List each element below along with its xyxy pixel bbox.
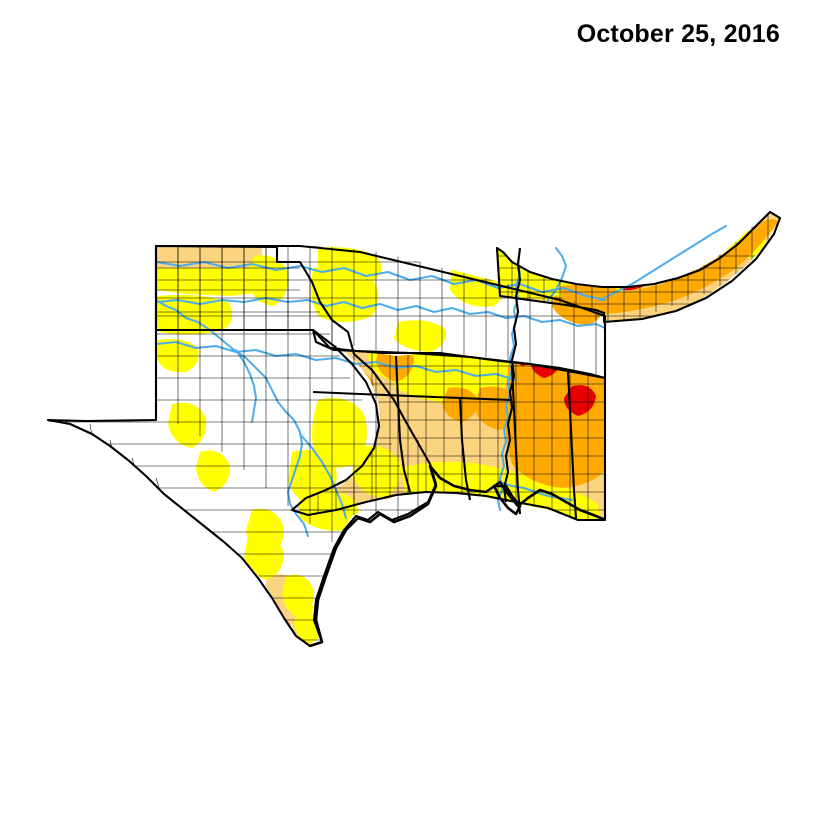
state-southeast-block xyxy=(290,328,607,522)
border-ms-al xyxy=(510,365,522,515)
state-texas xyxy=(46,244,438,648)
mississippi-delta xyxy=(492,484,522,516)
river-brazos xyxy=(299,433,347,519)
river-tennessee xyxy=(599,225,727,301)
border-tx-la xyxy=(394,355,412,493)
state-tennessee xyxy=(495,210,782,324)
map-date-title: October 25, 2016 xyxy=(576,20,780,48)
state-outlines-layer xyxy=(46,210,782,648)
border-ar-la xyxy=(312,390,511,402)
gulf-coastline xyxy=(309,464,606,648)
river-tennessee-lower xyxy=(547,247,567,301)
river-red xyxy=(156,341,517,381)
border-al-ga xyxy=(566,371,578,519)
border-mississippi-river xyxy=(502,247,522,503)
river-arkansas xyxy=(156,261,606,301)
